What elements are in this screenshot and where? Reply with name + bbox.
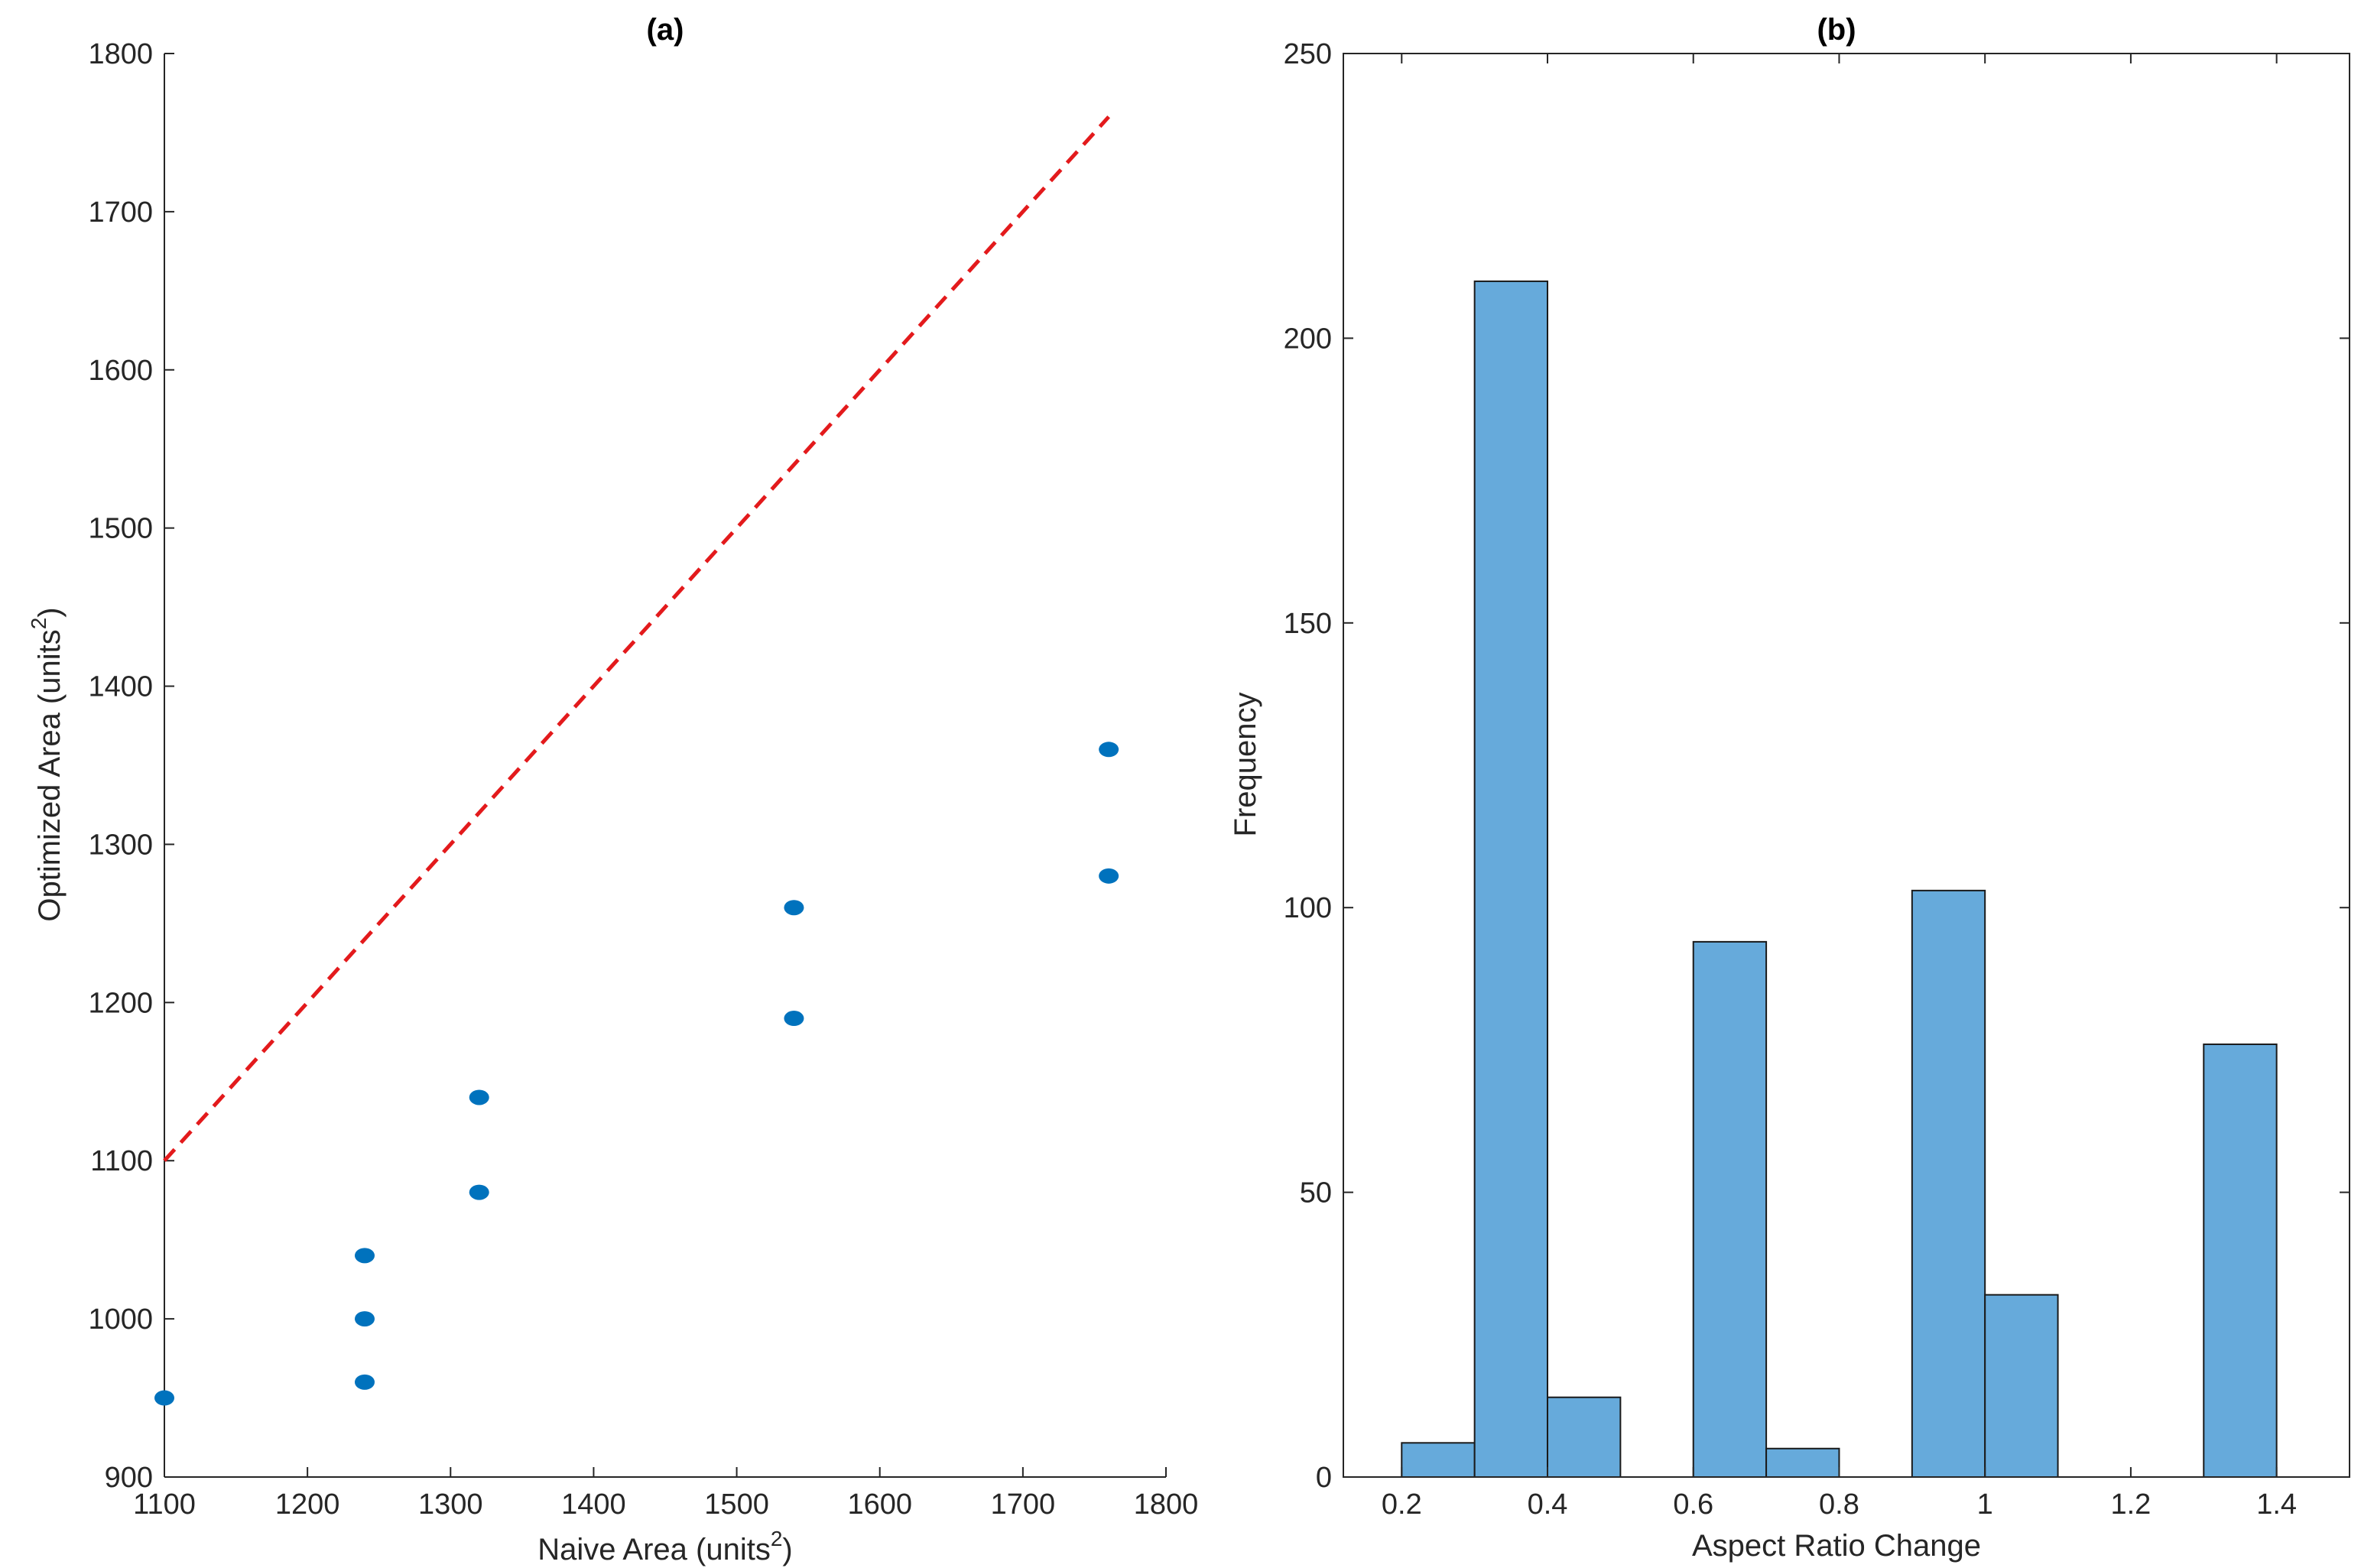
x-axis-label-b: Aspect Ratio Change (1692, 1529, 1981, 1563)
y-tick-label-b: 250 (1284, 38, 1332, 70)
chart-title-b: (b) (1817, 13, 1856, 47)
histogram-bars (1401, 280, 2278, 1479)
histogram-bar (1911, 889, 1986, 1478)
histogram-bar (2203, 1043, 2278, 1478)
y-tick-label-a: 1700 (88, 196, 153, 229)
y-tick-label-b: 150 (1284, 608, 1332, 640)
y-tick-label-a: 1800 (88, 38, 153, 70)
x-tick-label-a: 1300 (418, 1488, 483, 1521)
scatter-point (355, 1248, 375, 1264)
x-tick-label-a: 1400 (561, 1488, 626, 1521)
histogram-bar (1401, 1442, 1476, 1479)
histogram-bar (1765, 1447, 1840, 1479)
scatter-point (784, 900, 804, 916)
y-axis-label-a: Optimized Area (units2) (27, 607, 67, 921)
x-axis-label-a: Naive Area (units2) (537, 1527, 793, 1566)
x-tick-label-a: 1500 (704, 1488, 769, 1521)
y-tick-label-a: 1500 (88, 513, 153, 545)
x-tick-label-b: 0.2 (1382, 1488, 1422, 1521)
y-tick-label-b: 200 (1284, 323, 1332, 355)
y-tick-label-a: 1400 (88, 671, 153, 703)
scatter-point (1099, 742, 1119, 758)
y-tick-label-a: 1600 (88, 355, 153, 387)
axes-b: 0.2 0.4 0.6 0.8 1 1.2 1.4 0 50 100 150 200 250 (1284, 38, 2350, 1521)
histogram-bar (1984, 1294, 2059, 1478)
y-tick-label-a: 1200 (88, 987, 153, 1019)
y-axis-label-b: Frequency (1229, 693, 1262, 837)
histogram-panel: (b) 0.2 0.4 0.6 0.8 1 1.2 1.4 0 50 100 150 200 250 A… (1229, 13, 2350, 1563)
histogram-bar (1473, 280, 1549, 1478)
x-tick-label-a: 1700 (991, 1488, 1056, 1521)
x-tick-label-b: 0.8 (1819, 1488, 1859, 1521)
x-tick-label-a: 1100 (133, 1488, 196, 1521)
y-tick-label-a: 1300 (88, 829, 153, 861)
axes-a: 1100 1200 1300 1400 1500 1600 1700 1800 900 1000 1… (88, 38, 1198, 1521)
x-tick-label-b: 1.2 (2110, 1488, 2151, 1521)
x-tick-label-b: 1 (1977, 1488, 1993, 1521)
x-tick-label-b: 0.4 (1528, 1488, 1568, 1521)
y-tick-label-b: 100 (1284, 892, 1332, 924)
histogram-bar (1547, 1396, 1622, 1479)
x-tick-label-b: 1.4 (2256, 1488, 2297, 1521)
scatter-points (154, 742, 1119, 1406)
y-tick-label-a: 900 (105, 1462, 153, 1494)
scatter-point (1099, 868, 1119, 884)
axes-box-b (1343, 53, 2350, 1478)
x-tick-label-a: 1800 (1134, 1488, 1199, 1521)
x-tick-label-a: 1200 (275, 1488, 340, 1521)
chart-title-a: (a) (647, 13, 684, 47)
scatter-point (355, 1311, 375, 1327)
reference-line (163, 115, 1110, 1162)
plot-area-a (164, 54, 1166, 1477)
scatter-point (784, 1011, 804, 1027)
scatter-point (355, 1374, 375, 1390)
y-tick-label-a: 1000 (88, 1303, 153, 1336)
scatter-point (469, 1184, 489, 1200)
scatter-point (469, 1089, 489, 1105)
y-tick-label-a: 1100 (90, 1145, 153, 1177)
histogram-bar (1692, 940, 1768, 1478)
y-tick-label-b: 50 (1300, 1177, 1332, 1209)
x-tick-label-b: 0.6 (1673, 1488, 1713, 1521)
y-tick-label-b: 0 (1316, 1462, 1332, 1494)
x-tick-label-a: 1600 (847, 1488, 912, 1521)
reference-line-group (163, 115, 1110, 1162)
scatter-panel: (a) 1100 1200 1300 1400 1500 1600 1700 18009001… (27, 13, 1198, 1566)
scatter-point (154, 1390, 174, 1406)
